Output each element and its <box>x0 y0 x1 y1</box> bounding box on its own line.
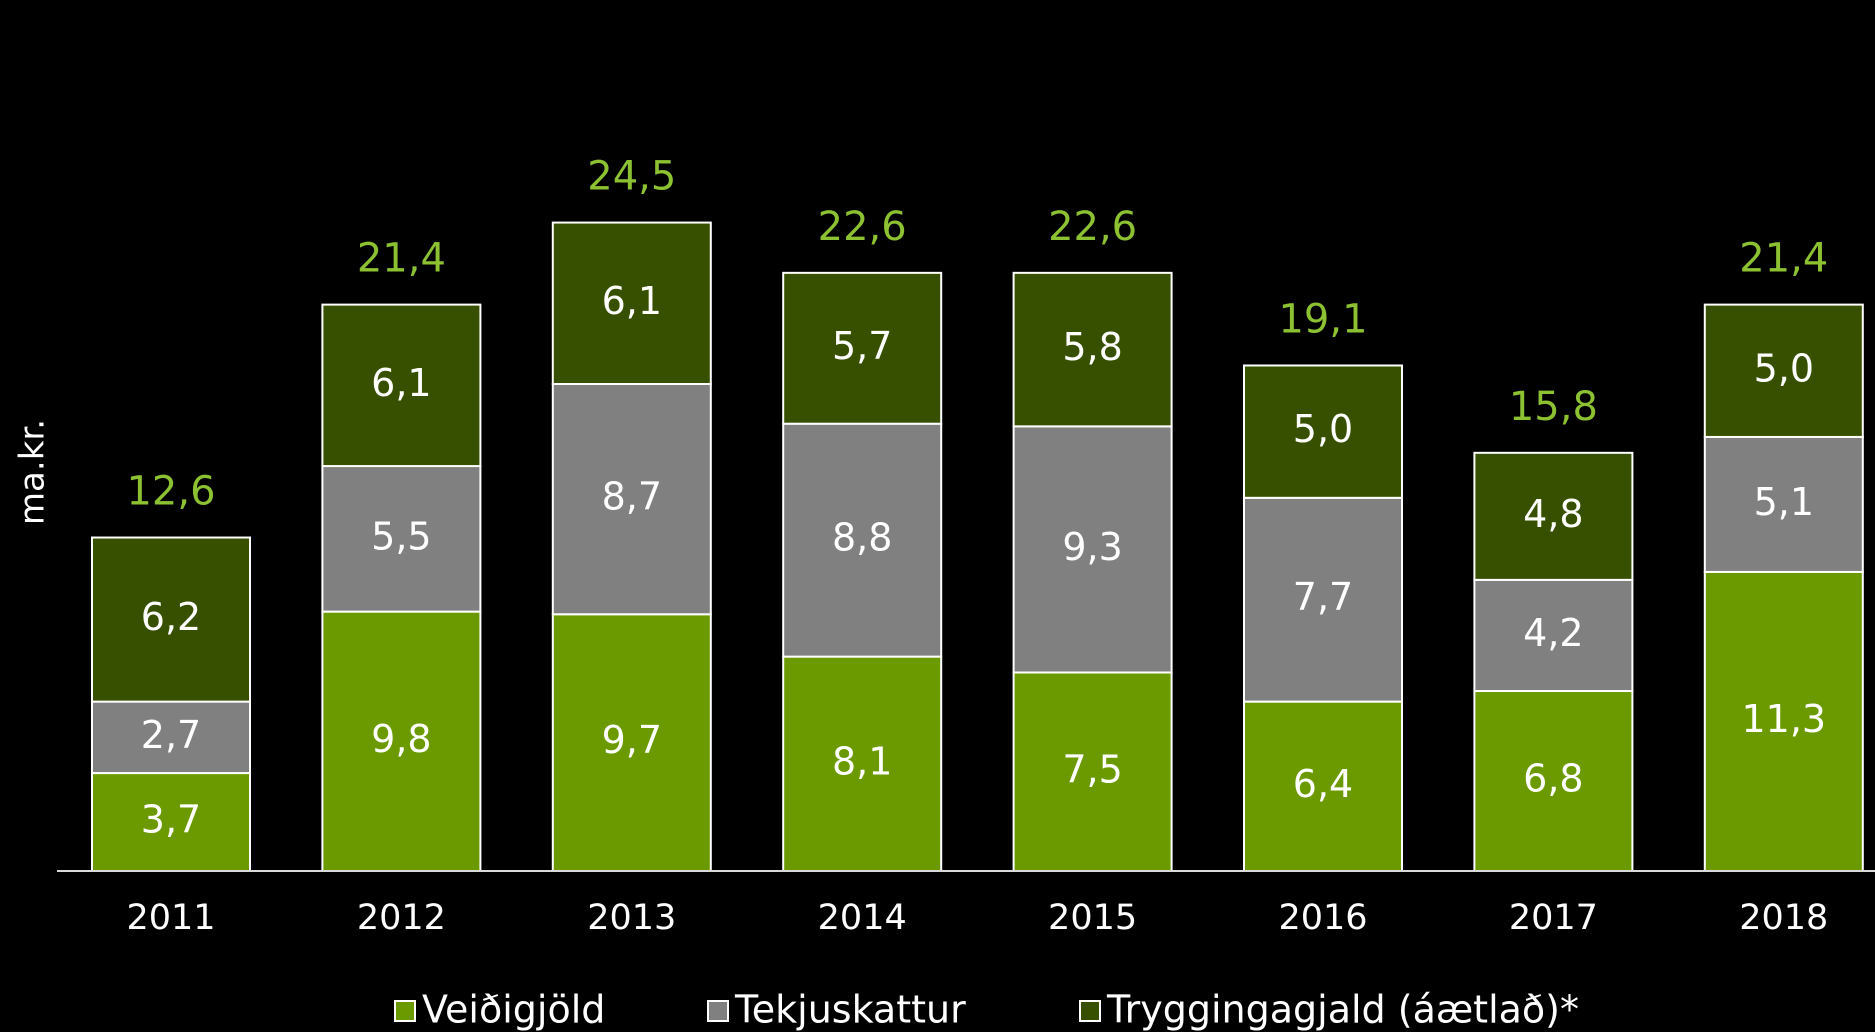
bar-segment <box>551 383 712 616</box>
x-tick-label: 2015 <box>1048 898 1137 938</box>
bar-segment <box>91 536 251 703</box>
value-label: 2,7 <box>141 713 201 757</box>
bar-segment <box>1012 425 1173 674</box>
bar-segment <box>1473 451 1634 581</box>
value-label: 3,7 <box>141 798 201 842</box>
value-label: 9,8 <box>371 717 431 761</box>
value-label: 6,1 <box>602 279 662 323</box>
bar-segment <box>1012 271 1173 428</box>
bar-segment <box>1703 435 1864 573</box>
bar-segment <box>782 422 943 658</box>
bar-segment <box>1703 303 1864 438</box>
bar-segment <box>551 613 712 872</box>
value-label: 6,8 <box>1523 757 1583 801</box>
bar-segment <box>782 271 943 425</box>
value-label: 9,3 <box>1062 525 1122 569</box>
legend-swatch <box>394 1000 416 1022</box>
total-label: 22,6 <box>818 204 907 250</box>
value-label: 4,8 <box>1523 492 1583 536</box>
value-label: 6,2 <box>141 595 201 639</box>
bar-segment <box>1243 496 1403 703</box>
total-label: 22,6 <box>1048 204 1137 250</box>
legend-label: Tryggingagjald (áætlað)* <box>1106 988 1579 1032</box>
bar-segment <box>1473 690 1634 872</box>
value-label: 5,0 <box>1293 407 1353 451</box>
legend-label: Tekjuskattur <box>734 988 966 1032</box>
value-label: 5,0 <box>1754 346 1814 390</box>
x-tick-label: 2014 <box>818 898 907 938</box>
value-label: 7,5 <box>1062 747 1122 791</box>
value-label: 5,1 <box>1754 480 1814 524</box>
value-label: 6,1 <box>371 361 431 405</box>
total-label: 21,4 <box>1739 236 1828 282</box>
bar-segment <box>551 221 712 386</box>
value-label: 5,5 <box>371 514 431 558</box>
total-label: 19,1 <box>1278 296 1367 342</box>
x-tick-label: 2018 <box>1739 898 1828 938</box>
total-label: 15,8 <box>1509 384 1598 430</box>
bar-segment <box>321 303 482 468</box>
value-label: 5,7 <box>832 324 892 368</box>
bar-segment <box>321 465 482 613</box>
total-label: 21,4 <box>357 236 446 282</box>
bar-segment <box>782 655 943 872</box>
x-tick-label: 2011 <box>126 898 215 938</box>
x-tick-label: 2012 <box>357 898 446 938</box>
bar-segment <box>321 610 482 872</box>
value-label: 8,8 <box>832 516 892 560</box>
value-label: 6,4 <box>1293 762 1353 806</box>
legend-swatch <box>1079 1000 1101 1022</box>
x-tick-label: 2017 <box>1509 898 1598 938</box>
value-label: 8,7 <box>602 475 662 519</box>
legend-label: Veiðigjöld <box>422 988 605 1032</box>
y-axis-label: ma.kr. <box>13 419 53 525</box>
bar-segment <box>1243 700 1403 873</box>
bar-segment <box>91 772 251 872</box>
bar-segment <box>1243 364 1403 499</box>
value-label: 8,1 <box>832 739 892 783</box>
value-label: 11,3 <box>1741 697 1826 741</box>
x-tick-label: 2016 <box>1278 898 1367 938</box>
bar-segment <box>1012 671 1173 872</box>
bar-segment <box>1703 570 1864 873</box>
legend-swatch <box>707 1000 729 1022</box>
total-label: 12,6 <box>126 469 215 515</box>
x-tick-label: 2013 <box>587 898 676 938</box>
value-label: 9,7 <box>602 718 662 762</box>
value-label: 5,8 <box>1062 325 1122 369</box>
total-label: 24,5 <box>587 154 676 200</box>
bar-segment <box>1473 578 1634 693</box>
value-label: 4,2 <box>1523 611 1583 655</box>
value-label: 7,7 <box>1293 575 1353 619</box>
